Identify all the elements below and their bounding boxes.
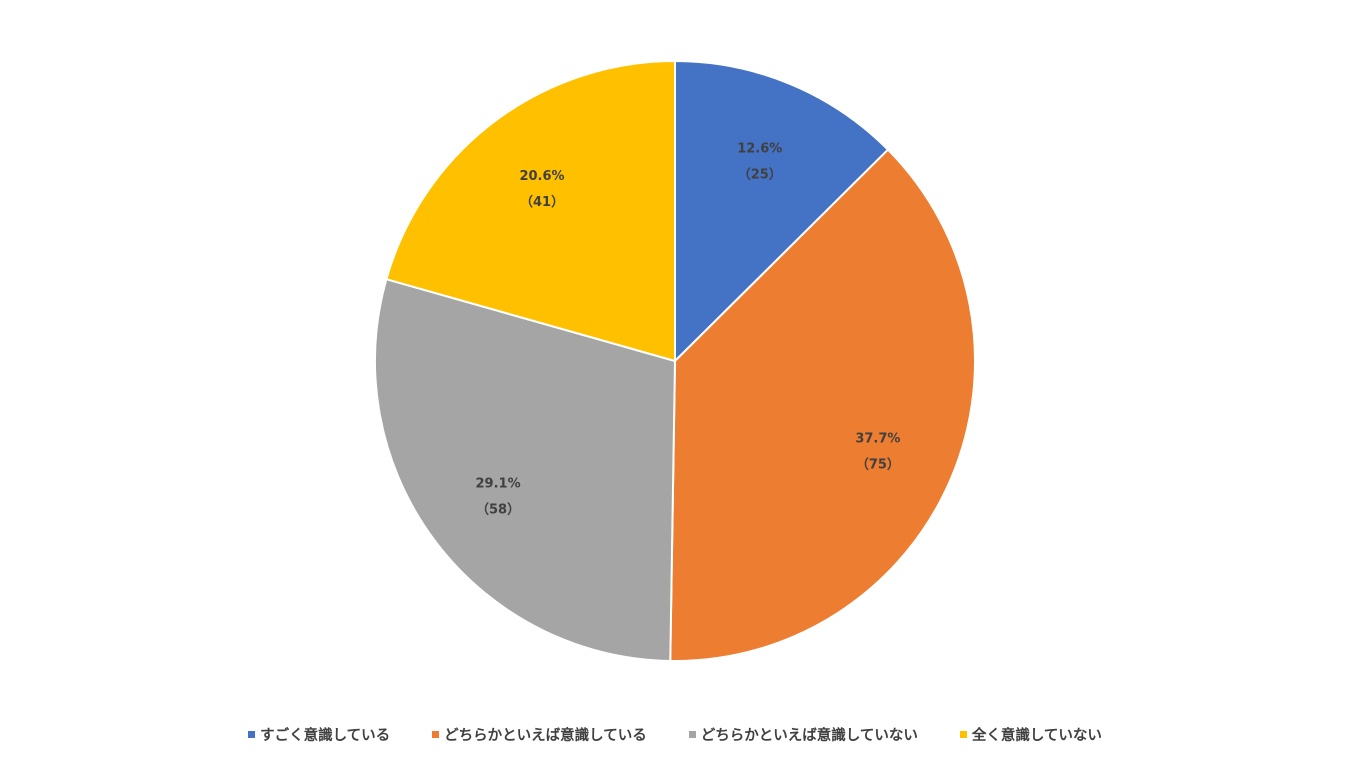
legend-label-2: どちらかといえば意識している <box>444 728 647 744</box>
legend-item-2: どちらかといえば意識している <box>432 724 647 745</box>
slice-percent-label-3: 29.1% <box>476 477 521 492</box>
legend-label-4: 全く意識していない <box>971 728 1102 744</box>
slice-count-label-4: （41） <box>520 194 564 210</box>
slice-percent-label-4: 20.6% <box>519 169 564 184</box>
slice-count-label-3: （58） <box>476 502 520 518</box>
chart-legend: すごく意識している どちらかといえば意識している どちらかといえば意識していない 全く… <box>0 724 1350 745</box>
legend-swatch-1 <box>248 731 256 738</box>
pie-slice-1 <box>674 59 890 364</box>
legend-item-4: 全く意識していない <box>959 724 1102 745</box>
slice-percent-label-1: 12.6% <box>737 141 782 156</box>
legend-label-1: すごく意識している <box>260 728 391 744</box>
slice-count-label-2: （75） <box>856 456 900 472</box>
legend-swatch-3 <box>688 731 696 738</box>
legend-swatch-2 <box>432 731 440 738</box>
slice-percent-label-2: 37.7% <box>855 431 900 446</box>
pie-slice-2 <box>669 148 976 662</box>
pie-slice-4 <box>385 59 676 363</box>
pie-slice-3 <box>374 277 677 662</box>
legend-label-3: どちらかといえば意識していない <box>700 728 918 744</box>
legend-item-1: すごく意識している <box>248 724 390 745</box>
slice-count-label-1: （25） <box>738 166 782 182</box>
legend-item-3: どちらかといえば意識していない <box>688 724 918 745</box>
legend-swatch-4 <box>959 731 967 738</box>
